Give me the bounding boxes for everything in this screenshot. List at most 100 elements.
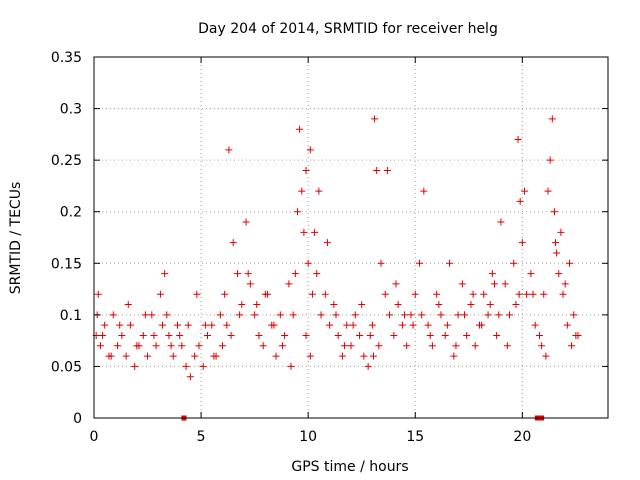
data-point-marker xyxy=(326,321,334,329)
data-point-marker xyxy=(527,270,535,278)
data-point-marker xyxy=(176,331,184,339)
data-point-marker xyxy=(452,342,460,350)
data-point-marker xyxy=(216,311,224,319)
data-point-marker xyxy=(144,352,152,360)
data-point-marker xyxy=(210,352,218,360)
data-point-marker xyxy=(520,187,528,195)
data-point-marker xyxy=(311,228,319,236)
data-point-marker xyxy=(426,331,434,339)
data-point-marker xyxy=(244,270,252,278)
data-point-marker xyxy=(369,352,377,360)
data-point-marker xyxy=(139,331,147,339)
data-point-marker xyxy=(493,331,501,339)
data-point-marker xyxy=(535,331,543,339)
data-point-marker xyxy=(251,311,259,319)
data-point-marker xyxy=(141,311,149,319)
data-point-marker xyxy=(99,331,107,339)
data-point-marker xyxy=(377,259,385,267)
data-point-marker xyxy=(523,290,531,298)
data-point-marker xyxy=(126,321,134,329)
x-tick-label: 20 xyxy=(513,429,531,445)
data-point-marker xyxy=(375,342,383,350)
data-point-marker xyxy=(291,270,299,278)
data-point-marker xyxy=(503,342,511,350)
data-point-marker xyxy=(259,342,267,350)
data-point-marker xyxy=(510,259,518,267)
data-point-marker xyxy=(559,290,567,298)
data-point-marker xyxy=(101,321,109,329)
data-point-marker xyxy=(552,239,560,247)
y-tick-label: 0 xyxy=(73,411,82,427)
data-point-marker xyxy=(178,342,186,350)
data-point-marker xyxy=(542,352,550,360)
data-point-marker xyxy=(563,321,571,329)
chart-title: Day 204 of 2014, SRMTID for receiver hel… xyxy=(198,21,498,37)
y-tick-label: 0.1 xyxy=(60,308,82,324)
data-point-marker xyxy=(302,166,310,174)
data-point-marker xyxy=(441,331,449,339)
data-point-marker xyxy=(159,321,167,329)
data-point-marker xyxy=(407,311,415,319)
data-point-marker xyxy=(186,373,194,381)
data-point-marker xyxy=(315,187,323,195)
data-point-marker xyxy=(296,125,304,133)
data-point-marker xyxy=(546,156,554,164)
data-point-marker xyxy=(364,362,372,370)
data-point-marker xyxy=(416,259,424,267)
y-axis-label: SRMTID / TECUs xyxy=(8,182,24,295)
data-point-marker xyxy=(478,321,486,329)
data-point-marker xyxy=(184,321,192,329)
data-point-marker xyxy=(381,290,389,298)
data-point-marker xyxy=(343,321,351,329)
data-point-marker xyxy=(289,311,297,319)
data-point-marker xyxy=(306,146,314,154)
data-point-marker xyxy=(463,331,471,339)
data-point-marker xyxy=(152,342,160,350)
data-point-marker xyxy=(236,311,244,319)
data-point-marker xyxy=(570,311,578,319)
data-point-marker xyxy=(383,166,391,174)
x-axis-label: GPS time / hours xyxy=(291,459,408,475)
data-point-marker xyxy=(553,249,561,257)
data-points-layer xyxy=(92,115,582,421)
data-point-marker xyxy=(221,290,229,298)
data-point-marker xyxy=(484,311,492,319)
data-point-marker xyxy=(347,342,355,350)
data-point-marker xyxy=(386,311,394,319)
data-point-marker xyxy=(392,280,400,288)
data-point-marker xyxy=(373,166,381,174)
data-point-marker xyxy=(501,280,509,288)
data-point-marker xyxy=(356,331,364,339)
data-point-marker xyxy=(349,321,357,329)
data-point-marker xyxy=(401,311,409,319)
data-point-marker xyxy=(544,187,552,195)
x-tick-label: 0 xyxy=(90,429,99,445)
data-point-marker xyxy=(550,208,558,216)
data-point-marker xyxy=(246,280,254,288)
data-point-marker xyxy=(366,331,374,339)
data-point-marker xyxy=(351,311,359,319)
data-point-marker xyxy=(390,331,398,339)
data-point-marker xyxy=(403,342,411,350)
data-point-marker xyxy=(565,259,573,267)
data-point-marker xyxy=(531,321,539,329)
data-point-marker xyxy=(201,321,209,329)
data-point-marker xyxy=(321,290,329,298)
data-point-marker xyxy=(107,352,115,360)
axes-layer: 0 5 10 15 20 0 0.05 0.1 0.15 0.2 0.25 0.3 0.35 xyxy=(51,50,608,445)
data-point-marker xyxy=(169,352,177,360)
data-point-marker xyxy=(114,342,122,350)
data-point-marker xyxy=(300,228,308,236)
data-point-marker xyxy=(304,259,312,267)
data-point-marker xyxy=(490,280,498,288)
data-point-marker xyxy=(308,290,316,298)
data-point-marker xyxy=(450,352,458,360)
y-tick-label: 0.15 xyxy=(51,256,82,272)
data-point-marker xyxy=(270,321,278,329)
y-tick-label: 0.05 xyxy=(51,359,82,375)
data-point-marker xyxy=(124,301,132,309)
data-point-marker xyxy=(409,321,417,329)
data-point-marker xyxy=(443,321,451,329)
data-point-marker xyxy=(358,301,366,309)
